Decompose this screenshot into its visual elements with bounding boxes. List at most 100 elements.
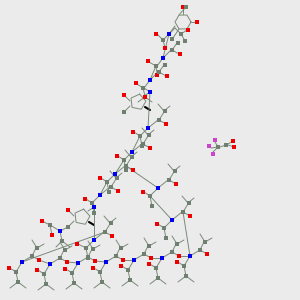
Bar (107, 190, 111, 194)
Bar (66, 208, 70, 212)
Bar (146, 59, 150, 63)
Bar (35, 268, 39, 272)
Bar (181, 5, 185, 9)
Bar (163, 109, 167, 113)
Bar (131, 168, 135, 172)
Bar (92, 211, 96, 215)
Bar (156, 186, 160, 190)
Bar (114, 254, 118, 258)
Bar (75, 242, 79, 246)
Bar (30, 254, 34, 258)
Bar (37, 258, 41, 262)
Bar (100, 280, 104, 284)
Bar (140, 144, 144, 148)
Bar (63, 248, 67, 252)
Bar (126, 268, 130, 272)
Bar (174, 182, 178, 186)
Bar (160, 256, 164, 260)
Bar (63, 267, 67, 271)
Bar (121, 258, 125, 262)
Bar (128, 278, 132, 282)
Bar (154, 32, 158, 36)
Bar (175, 260, 179, 264)
Bar (161, 38, 165, 42)
Bar (65, 260, 69, 264)
Bar (170, 250, 174, 254)
Bar (155, 222, 159, 226)
Bar (170, 37, 174, 41)
Bar (176, 41, 180, 45)
Bar (148, 146, 152, 150)
Bar (70, 271, 74, 275)
Bar (148, 78, 152, 82)
Bar (91, 266, 95, 270)
Bar (162, 226, 166, 230)
Bar (167, 32, 171, 36)
Bar (188, 254, 192, 258)
Bar (182, 264, 186, 268)
Bar (110, 234, 114, 238)
Bar (86, 256, 90, 260)
Bar (157, 118, 161, 122)
Bar (7, 266, 11, 270)
Bar (58, 256, 62, 260)
Bar (86, 255, 90, 259)
Bar (170, 218, 174, 222)
Bar (130, 155, 134, 159)
Bar (115, 154, 119, 158)
Bar (16, 280, 20, 284)
Bar (20, 260, 24, 264)
Bar (150, 204, 154, 208)
Bar (116, 189, 120, 193)
Bar (164, 122, 168, 126)
Bar (187, 201, 191, 205)
Bar (132, 258, 136, 262)
Bar (146, 126, 150, 130)
Bar (48, 223, 52, 227)
Bar (183, 39, 187, 43)
Bar (177, 254, 181, 258)
Bar (184, 274, 188, 278)
Bar (142, 252, 146, 256)
Bar (109, 185, 113, 189)
Bar (207, 144, 211, 148)
Bar (92, 205, 96, 209)
Bar (141, 190, 145, 194)
Bar (163, 46, 167, 50)
Bar (76, 261, 80, 265)
Bar (148, 90, 152, 94)
Bar (154, 64, 158, 68)
Bar (105, 180, 109, 184)
Bar (98, 270, 102, 274)
Bar (141, 142, 145, 146)
Bar (147, 244, 151, 248)
Bar (122, 110, 126, 114)
Bar (148, 194, 152, 198)
Bar (115, 176, 119, 180)
Bar (188, 214, 192, 218)
Bar (163, 63, 167, 67)
Bar (122, 158, 126, 162)
Bar (84, 246, 88, 250)
Bar (134, 81, 138, 85)
Bar (124, 168, 128, 172)
Bar (203, 240, 207, 244)
Bar (109, 221, 113, 225)
Bar (98, 193, 102, 197)
Bar (147, 133, 151, 137)
Bar (186, 28, 190, 32)
Bar (42, 272, 46, 276)
Bar (35, 246, 39, 250)
Bar (141, 86, 145, 90)
Bar (131, 130, 135, 134)
Bar (173, 169, 177, 173)
Bar (155, 73, 159, 77)
Bar (40, 219, 44, 223)
Bar (198, 248, 202, 252)
Bar (164, 236, 168, 240)
Bar (161, 56, 165, 60)
Bar (72, 281, 76, 285)
Bar (91, 247, 95, 251)
Bar (157, 70, 161, 74)
Bar (58, 229, 62, 233)
